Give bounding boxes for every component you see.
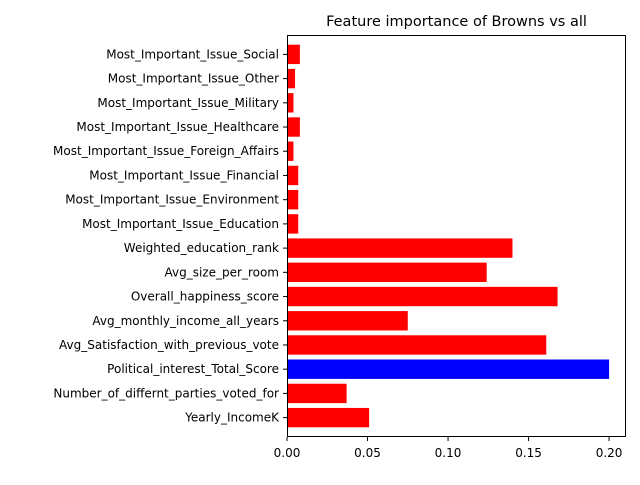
y-tick-label: Most_Important_Issue_Social (106, 47, 279, 61)
bar-Most_Important_Issue_Healthcare (287, 117, 300, 137)
x-tick-label: 0.20 (596, 446, 623, 460)
bar-Political_interest_Total_Score (287, 359, 610, 379)
y-tick-label: Avg_monthly_income_all_years (92, 314, 279, 328)
x-tick-label: 0.00 (274, 446, 301, 460)
y-tick-label: Most_Important_Issue_Education (82, 217, 279, 231)
bar-Most_Important_Issue_Education (287, 214, 299, 234)
bar-Overall_happiness_score (287, 286, 558, 307)
y-tick-label: Most_Important_Issue_Military (97, 96, 279, 110)
chart-title: Feature importance of Browns vs all (326, 14, 587, 30)
bar-Avg_Satisfaction_with_previous_vote (287, 335, 547, 355)
bars-group (287, 44, 610, 428)
y-tick-label: Overall_happiness_score (131, 290, 279, 304)
y-tick-label: Avg_size_per_room (165, 265, 279, 279)
x-tick-label: 0.15 (515, 446, 542, 460)
bar-Most_Important_Issue_Military (287, 93, 294, 113)
bar-Most_Important_Issue_Environment (287, 189, 299, 210)
y-tick-label: Most_Important_Issue_Healthcare (76, 120, 279, 134)
bar-Yearly_IncomeK (287, 407, 370, 428)
bar-Most_Important_Issue_Social (287, 44, 300, 65)
bar-Avg_monthly_income_all_years (287, 311, 408, 331)
y-tick-label: Political_interest_Total_Score (107, 362, 279, 376)
bar-Avg_size_per_room (287, 262, 487, 283)
bar-Most_Important_Issue_Financial (287, 165, 299, 186)
x-axis-ticks: 0.00 0.05 0.10 0.15 0.20 (274, 437, 623, 460)
y-axis-ticks: Yearly_IncomeK Number_of_differnt_parties… (53, 47, 287, 425)
y-tick-label: Most_Important_Issue_Other (108, 72, 279, 86)
bar-Most_Important_Issue_Foreign_Affairs (287, 141, 294, 161)
y-tick-label: Number_of_differnt_parties_voted_for (53, 386, 279, 400)
plot-frame (287, 35, 626, 437)
y-tick-label: Yearly_IncomeK (184, 411, 280, 425)
y-tick-label: Weighted_education_rank (124, 241, 279, 255)
bar-Weighted_education_rank (287, 238, 513, 258)
bar-Number_of_differnt_parties_voted_for (287, 383, 347, 404)
y-tick-label: Most_Important_Issue_Foreign_Affairs (53, 144, 279, 158)
y-tick-label: Most_Important_Issue_Financial (89, 168, 279, 182)
y-tick-label: Avg_Satisfaction_with_previous_vote (59, 338, 279, 352)
x-tick-label: 0.10 (435, 446, 462, 460)
x-tick-label: 0.05 (354, 446, 381, 460)
y-tick-label: Most_Important_Issue_Environment (65, 193, 279, 207)
bar-Most_Important_Issue_Other (287, 68, 296, 89)
